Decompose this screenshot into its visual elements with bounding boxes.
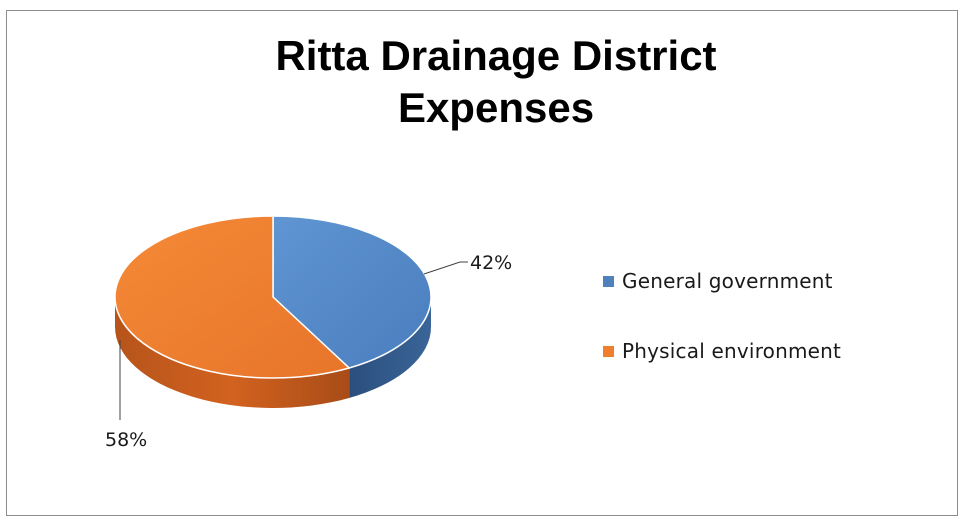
legend-label-physical-environment: Physical environment [622, 339, 842, 363]
legend: General government Physical environment [603, 266, 841, 406]
legend-swatch-general-government [603, 275, 614, 287]
chart-title-line-2: Expenses [397, 84, 595, 131]
pie-side-physical-environment [115, 297, 350, 408]
leader-line-general-government [423, 261, 468, 275]
pie-slice-physical-environment [114, 215, 351, 379]
pie-slice-general-government [272, 215, 432, 369]
legend-label-general-government: General government [622, 269, 833, 293]
data-label-general-government: 42% [470, 252, 512, 274]
legend-item-general-government: General government [603, 266, 841, 296]
pie-side-general-government [349, 297, 431, 398]
chart-title: Ritta Drainage District Expenses [0, 30, 964, 134]
chart-title-line-1: Ritta Drainage District [275, 32, 717, 79]
data-label-physical-environment: 58% [105, 429, 147, 451]
legend-item-physical-environment: Physical environment [603, 336, 841, 366]
pie-group [114, 215, 468, 420]
legend-swatch-physical-environment [603, 345, 614, 357]
